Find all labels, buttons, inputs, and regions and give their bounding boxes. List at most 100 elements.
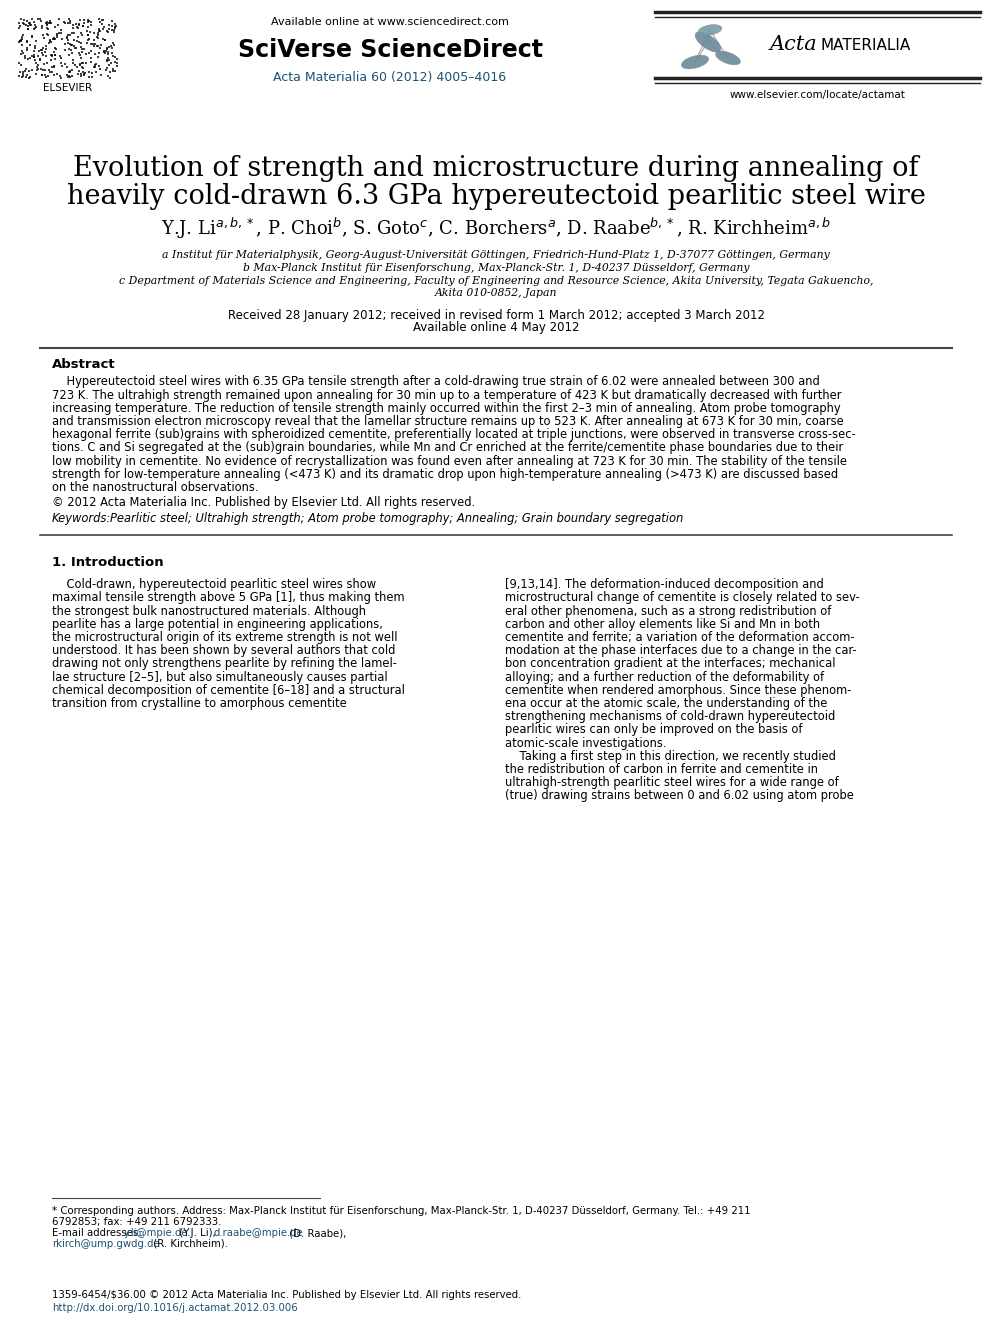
Point bbox=[38, 12, 54, 33]
Point bbox=[46, 42, 62, 64]
Point bbox=[13, 44, 29, 65]
Point bbox=[45, 56, 61, 77]
Point bbox=[73, 25, 89, 46]
Point bbox=[83, 41, 99, 62]
Point bbox=[65, 15, 81, 36]
Point bbox=[80, 24, 96, 45]
Point bbox=[14, 29, 30, 50]
Text: Evolution of strength and microstructure during annealing of: Evolution of strength and microstructure… bbox=[73, 155, 919, 181]
Point bbox=[65, 22, 81, 44]
Point bbox=[78, 53, 94, 74]
Point bbox=[14, 34, 30, 56]
Point bbox=[101, 37, 117, 58]
Point bbox=[21, 12, 37, 33]
Text: c Department of Materials Science and Engineering, Faculty of Engineering and Re: c Department of Materials Science and En… bbox=[119, 277, 873, 286]
Point bbox=[84, 33, 100, 54]
Text: ultrahigh-strength pearlitic steel wires for a wide range of: ultrahigh-strength pearlitic steel wires… bbox=[505, 777, 839, 790]
Point bbox=[109, 53, 125, 74]
Text: maximal tensile strength above 5 GPa [1], thus making them: maximal tensile strength above 5 GPa [1]… bbox=[52, 591, 405, 605]
Point bbox=[73, 65, 89, 86]
Point bbox=[22, 15, 38, 36]
Point bbox=[76, 12, 92, 33]
Text: Hypereutectoid steel wires with 6.35 GPa tensile strength after a cold-drawing t: Hypereutectoid steel wires with 6.35 GPa… bbox=[52, 376, 819, 389]
Text: pearlitic wires can only be improved on the basis of: pearlitic wires can only be improved on … bbox=[505, 724, 803, 737]
Point bbox=[34, 65, 50, 86]
Point bbox=[67, 13, 83, 34]
Point bbox=[81, 29, 97, 50]
Point bbox=[15, 64, 31, 85]
Point bbox=[32, 48, 48, 69]
Point bbox=[102, 67, 118, 89]
Point bbox=[36, 45, 52, 66]
Point bbox=[53, 53, 68, 74]
Point bbox=[62, 45, 77, 66]
Point bbox=[47, 44, 62, 65]
Point bbox=[79, 11, 95, 32]
Point bbox=[82, 33, 98, 54]
Point bbox=[91, 8, 107, 29]
Point bbox=[40, 17, 56, 38]
Text: on the nanostructural observations.: on the nanostructural observations. bbox=[52, 482, 259, 493]
Point bbox=[100, 21, 116, 42]
Point bbox=[61, 62, 76, 83]
Point bbox=[86, 30, 102, 52]
Text: Received 28 January 2012; received in revised form 1 March 2012; accepted 3 Marc: Received 28 January 2012; received in re… bbox=[227, 308, 765, 321]
Point bbox=[46, 29, 62, 50]
Text: understood. It has been shown by several authors that cold: understood. It has been shown by several… bbox=[52, 644, 396, 658]
Point bbox=[92, 20, 108, 41]
Point bbox=[26, 45, 42, 66]
Point bbox=[81, 42, 97, 64]
Point bbox=[26, 19, 42, 40]
Point bbox=[62, 9, 77, 30]
Point bbox=[64, 34, 80, 56]
Text: Y.J. Li$^{a,b,*}$, P. Choi$^{b}$, S. Goto$^{c}$, C. Borchers$^{a}$, D. Raabe$^{b: Y.J. Li$^{a,b,*}$, P. Choi$^{b}$, S. Got… bbox=[161, 216, 831, 241]
Point bbox=[11, 66, 27, 87]
Point bbox=[58, 54, 73, 75]
Point bbox=[46, 56, 62, 77]
Point bbox=[15, 13, 31, 34]
Point bbox=[27, 49, 43, 70]
Text: microstructural change of cementite is closely related to sev-: microstructural change of cementite is c… bbox=[505, 591, 860, 605]
Point bbox=[83, 46, 99, 67]
Point bbox=[69, 17, 85, 38]
Point bbox=[22, 34, 38, 56]
Point bbox=[61, 12, 76, 33]
Point bbox=[107, 61, 123, 82]
Point bbox=[62, 38, 77, 60]
Point bbox=[26, 46, 42, 67]
Point bbox=[101, 15, 117, 36]
Point bbox=[60, 24, 75, 45]
Text: Cold-drawn, hypereutectoid pearlitic steel wires show: Cold-drawn, hypereutectoid pearlitic ste… bbox=[52, 578, 376, 591]
Point bbox=[99, 50, 115, 71]
Point bbox=[33, 58, 49, 79]
Point bbox=[15, 24, 31, 45]
Point bbox=[104, 38, 120, 60]
Point bbox=[11, 53, 27, 74]
Text: ELSEVIER: ELSEVIER bbox=[44, 83, 92, 93]
Point bbox=[13, 30, 29, 52]
Point bbox=[79, 32, 95, 53]
Point bbox=[44, 45, 60, 66]
Point bbox=[35, 65, 51, 86]
Point bbox=[52, 66, 67, 87]
Point bbox=[71, 42, 87, 64]
Text: carbon and other alloy elements like Si and Mn in both: carbon and other alloy elements like Si … bbox=[505, 618, 820, 631]
Point bbox=[40, 53, 56, 74]
Point bbox=[15, 62, 31, 83]
Text: hexagonal ferrite (sub)grains with spheroidized cementite, preferentially locate: hexagonal ferrite (sub)grains with spher… bbox=[52, 429, 856, 442]
Text: modation at the phase interfaces due to a change in the car-: modation at the phase interfaces due to … bbox=[505, 644, 857, 658]
Point bbox=[56, 12, 71, 33]
Point bbox=[40, 12, 56, 33]
Point bbox=[24, 45, 40, 66]
Point bbox=[15, 66, 31, 87]
Point bbox=[98, 60, 114, 81]
Point bbox=[85, 36, 101, 57]
Text: Acta Materialia 60 (2012) 4005–4016: Acta Materialia 60 (2012) 4005–4016 bbox=[274, 71, 507, 85]
Point bbox=[69, 16, 85, 37]
Point bbox=[105, 60, 121, 81]
Point bbox=[96, 42, 112, 64]
Point bbox=[12, 30, 28, 52]
Point bbox=[104, 20, 120, 41]
Point bbox=[60, 32, 75, 53]
Point bbox=[54, 29, 69, 50]
